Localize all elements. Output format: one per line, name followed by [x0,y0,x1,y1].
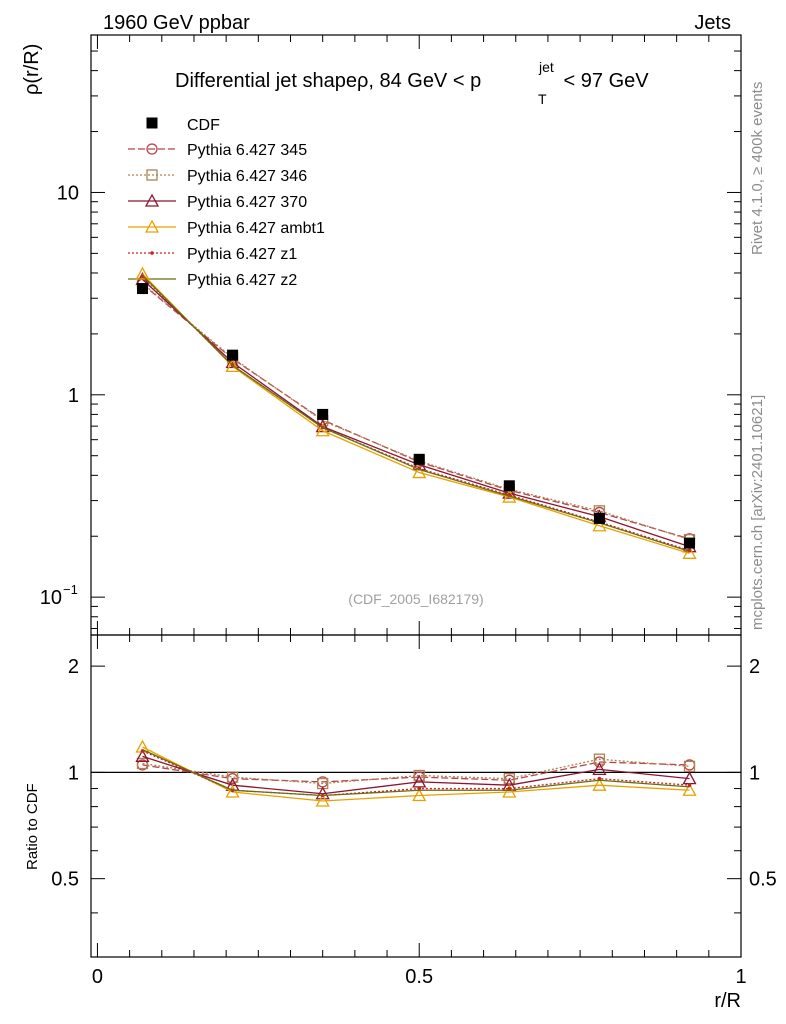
marker-triangle [225,784,240,798]
series-line-main [142,275,690,552]
marker-triangle [592,777,607,791]
legend-label: Pythia 6.427 346 [187,168,307,185]
marker-data [317,408,329,420]
marker-triangle [502,784,517,798]
marker-dot [507,786,512,791]
marker-triangle [135,749,150,763]
ratio-y-tick-label-right: 2 [749,656,760,678]
marker-dot [417,786,422,791]
ratio-y-tick-label: 2 [68,656,79,678]
plot-title-tail: < 97 GeV [558,70,649,92]
marker-triangle [144,219,160,233]
marker-triangle [592,518,607,532]
y-tick-label: 10 [40,587,62,609]
plot-title-sub: T [538,91,547,107]
marker-data [227,349,239,361]
marker-triangle [135,266,150,280]
header-energy: 1960 GeV ppbar [103,12,250,34]
marker-dot [150,251,154,255]
marker-triangle [682,545,697,559]
mcplots-label: mcplots.cern.ch [arXiv:2401.10621] [749,395,766,630]
marker-data [503,480,515,492]
marker-triangle [144,193,160,207]
header-category: Jets [694,12,731,34]
y-tick-label: 10 [57,182,79,204]
marker-square [503,773,515,785]
marker-data [593,512,605,524]
series-line-main [142,273,690,554]
ratio-y-tick-label: 0.5 [51,869,79,891]
marker-dot [687,783,692,787]
marker-triangle [315,793,330,807]
series-line-main [142,283,690,540]
marker-square [136,757,149,770]
ratio-y-axis-label: Ratio to CDF [24,783,41,870]
y-tick-label: 1 [68,385,79,407]
marker-triangle [682,782,697,796]
marker-triangle [315,423,330,437]
series-line-main [142,278,690,548]
main-y-axis-label: ρ(r/R) [21,44,43,95]
legend-label: CDF [187,117,220,134]
marker-dot [597,776,602,781]
series-line-ratio [142,749,690,797]
marker-triangle [502,485,517,499]
series-line-main [142,275,690,552]
plot-title: Differential jet shapeρ, 84 GeV < p [175,70,481,92]
marker-data [136,283,148,295]
series-line-main [142,282,690,541]
plot-title-sup: jet [538,59,554,75]
marker-square [413,769,425,782]
x-tick-label: 0.5 [405,966,433,988]
legend-label: Pythia 6.427 370 [187,194,307,211]
marker-circle [146,143,158,155]
ratio-y-tick-label-right: 0.5 [749,869,777,891]
marker-data [413,453,425,465]
marker-triangle [592,762,607,776]
analysis-tag: (CDF_2005_I682179) [348,591,483,607]
marker-data [146,117,158,129]
marker-square [146,169,158,181]
legend-label: Pythia 6.427 z1 [187,246,297,263]
legend: CDF Pythia 6.427 345 Pythia 6.427 346 Pythi… [128,117,325,289]
legend-label: Pythia 6.427 ambt1 [187,220,325,237]
plot-title-main: Differential jet shapeρ, 84 GeV < p [175,70,481,92]
x-axis-label: r/R [714,990,741,1012]
rivet-label: Rivet 4.1.0, ≥ 400k events [749,82,766,255]
x-tick-label: 0 [92,966,103,988]
series [135,266,697,807]
x-tick-label: 1 [735,966,746,988]
legend-label: Pythia 6.427 z2 [187,272,297,289]
marker-data [684,537,696,549]
series-line-ratio [142,758,690,785]
marker-triangle [412,465,427,479]
marker-square [226,771,239,783]
marker-triangle [412,788,427,802]
marker-triangle [225,359,240,373]
ratio-y-tick-label: 1 [68,762,79,784]
marker-triangle [315,786,330,800]
legend-label: Pythia 6.427 345 [187,142,307,159]
ratio-panel-frame [90,634,742,958]
y-tick-label-exponent: −1 [63,582,78,597]
ratio-y-tick-label-right: 1 [749,762,760,784]
